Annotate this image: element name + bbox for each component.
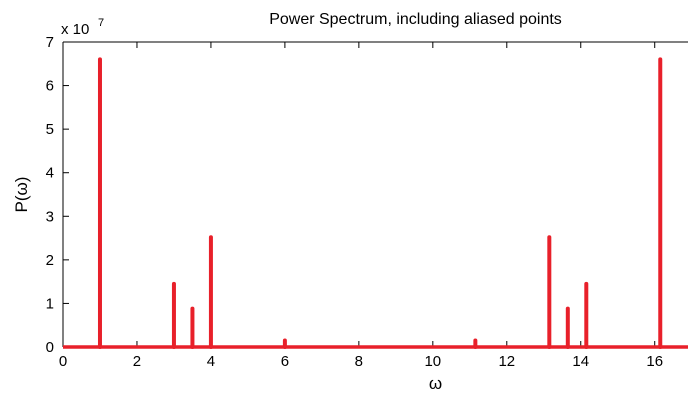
y-tick-label: 3 — [46, 208, 54, 225]
x-tick-label: 4 — [207, 353, 215, 370]
plot-marks — [63, 57, 688, 349]
y-scale-factor: x 10 — [61, 21, 89, 38]
y-tick-label: 2 — [46, 252, 54, 269]
x-tick-label: 8 — [355, 353, 363, 370]
x-tick-label: 0 — [59, 353, 67, 370]
y-tick-label: 0 — [46, 339, 54, 356]
x-tick-label: 2 — [133, 353, 141, 370]
y-axis-label: P(ω) — [12, 177, 31, 213]
y-tick-label: 5 — [46, 121, 54, 138]
y-tick-label: 4 — [46, 165, 54, 182]
x-tick-label: 14 — [572, 353, 589, 370]
chart-title: Power Spectrum, including aliased points — [269, 11, 562, 28]
x-tick-label: 6 — [281, 353, 289, 370]
y-tick-label: 1 — [46, 295, 54, 312]
y-scale-exponent: 7 — [98, 17, 104, 29]
x-tick-label: 16 — [646, 353, 663, 370]
x-tick-label: 10 — [424, 353, 441, 370]
y-tick-label: 6 — [46, 78, 54, 95]
x-axis-label: ω — [429, 374, 442, 393]
x-tick-label: 12 — [498, 353, 515, 370]
y-tick-label: 7 — [46, 34, 54, 51]
